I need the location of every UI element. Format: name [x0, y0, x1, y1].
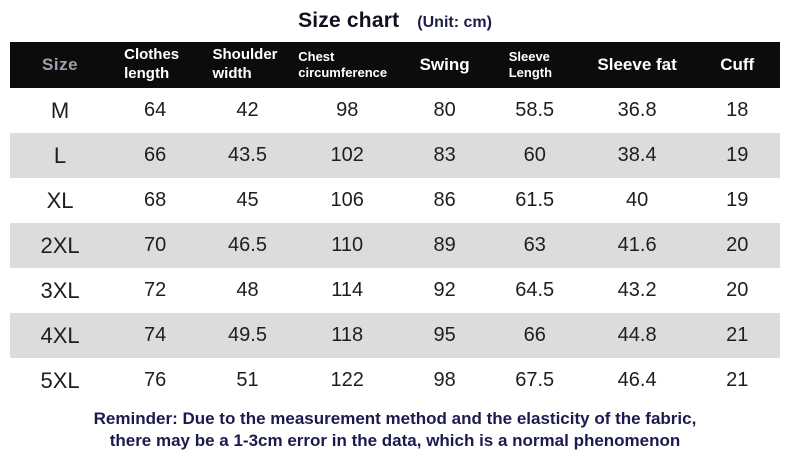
value-cell: 98	[336, 99, 359, 121]
value-cell: 43.2	[617, 279, 657, 301]
value-cell: 80	[433, 99, 456, 121]
value-cell: 89	[433, 234, 456, 256]
col-header-sleeve-length: Sleeve Length	[489, 42, 580, 88]
value-cell: 36.8	[617, 99, 657, 121]
col-header-clothes-length: Clothes length	[110, 42, 201, 88]
table-row: 5XL 76 51 122 98 67.5 46.4 21	[10, 358, 780, 403]
value-cell: 64.5	[515, 279, 555, 301]
value-cell: 20	[726, 279, 749, 301]
value-cell: 46.4	[617, 369, 657, 391]
col-header-sleeve-fat: Sleeve fat	[579, 42, 695, 88]
value-cell: 118	[331, 324, 364, 346]
size-cell: 3XL	[40, 277, 80, 303]
col-header-label: Shoulder width	[212, 46, 278, 82]
value-cell: 63	[523, 234, 546, 256]
page-title: Size chart	[298, 9, 400, 32]
table-row: XL 68 45 106 86 61.5 40 19	[10, 178, 780, 223]
size-cell: 5XL	[40, 367, 80, 393]
value-cell: 21	[726, 324, 749, 346]
title-row: Size chart (Unit: cm)	[0, 0, 790, 42]
value-cell: 102	[330, 144, 364, 166]
value-cell: 20	[726, 234, 749, 256]
value-cell: 72	[144, 279, 167, 301]
col-header-cuff: Cuff	[694, 42, 780, 88]
value-cell: 110	[331, 234, 364, 256]
value-cell: 43.5	[228, 144, 267, 166]
col-header-shoulder-width: Shoulder width	[200, 42, 295, 88]
reminder-line-2: there may be a 1-3cm error in the data, …	[109, 430, 681, 450]
value-cell: 60	[523, 144, 546, 166]
value-cell: 95	[433, 324, 456, 346]
size-cell: 4XL	[40, 322, 80, 348]
value-cell: 106	[330, 189, 364, 211]
size-cell: 2XL	[40, 232, 80, 258]
table-row: L 66 43.5 102 83 60 38.4 19	[10, 133, 780, 178]
table-row: 4XL 74 49.5 118 95 66 44.8 21	[10, 313, 780, 358]
value-cell: 41.6	[617, 234, 657, 256]
value-cell: 46.5	[228, 234, 267, 256]
size-cell: M	[50, 97, 70, 123]
value-cell: 44.8	[617, 324, 657, 346]
col-header-size: Size	[10, 42, 111, 88]
value-cell: 98	[433, 369, 456, 391]
value-cell: 19	[726, 144, 749, 166]
value-cell: 92	[433, 279, 456, 301]
size-table: Size Clothes length Shoulder width Chest…	[10, 42, 780, 403]
reminder-note: Reminder: Due to the measurement method …	[0, 408, 790, 452]
value-cell: 51	[236, 369, 259, 391]
reminder-line-1: Reminder: Due to the measurement method …	[93, 409, 697, 428]
table-row: 3XL 72 48 114 92 64.5 43.2 20	[10, 268, 780, 313]
value-cell: 18	[726, 99, 749, 121]
value-cell: 61.5	[515, 189, 555, 211]
value-cell: 21	[726, 369, 749, 391]
value-cell: 49.5	[228, 324, 267, 346]
col-header-label: Chest circumference	[298, 48, 388, 80]
value-cell: 45	[236, 189, 259, 211]
value-cell: 122	[330, 369, 364, 391]
size-cell: L	[53, 142, 67, 168]
value-cell: 48	[236, 279, 259, 301]
value-cell: 42	[236, 99, 259, 121]
col-header-label: Size	[42, 55, 79, 74]
value-cell: 74	[144, 324, 167, 346]
value-cell: 66	[523, 324, 546, 346]
value-cell: 58.5	[515, 99, 555, 121]
col-header-chest-circumference: Chest circumference	[294, 42, 400, 88]
value-cell: 114	[331, 279, 364, 301]
col-header-label: Cuff	[720, 55, 755, 74]
value-cell: 70	[144, 234, 167, 256]
col-header-label: Swing	[419, 55, 470, 74]
col-header-swing: Swing	[399, 42, 490, 88]
size-cell: XL	[46, 187, 74, 213]
value-cell: 76	[144, 369, 167, 391]
value-cell: 40	[625, 189, 649, 211]
value-cell: 38.4	[617, 144, 657, 166]
col-header-label: Sleeve fat	[597, 55, 677, 74]
unit-label: (Unit: cm)	[417, 14, 492, 31]
value-cell: 86	[433, 189, 456, 211]
value-cell: 67.5	[515, 369, 555, 391]
value-cell: 64	[144, 99, 167, 121]
table-row: M 64 42 98 80 58.5 36.8 18	[10, 88, 780, 133]
value-cell: 66	[144, 144, 167, 166]
value-cell: 68	[144, 189, 167, 211]
header-row: Size Clothes length Shoulder width Chest…	[10, 42, 780, 88]
table-row: 2XL 70 46.5 110 89 63 41.6 20	[10, 223, 780, 268]
value-cell: 19	[726, 189, 749, 211]
value-cell: 83	[433, 144, 456, 166]
col-header-label: Clothes length	[124, 46, 180, 82]
col-header-label: Sleeve Length	[508, 48, 553, 80]
